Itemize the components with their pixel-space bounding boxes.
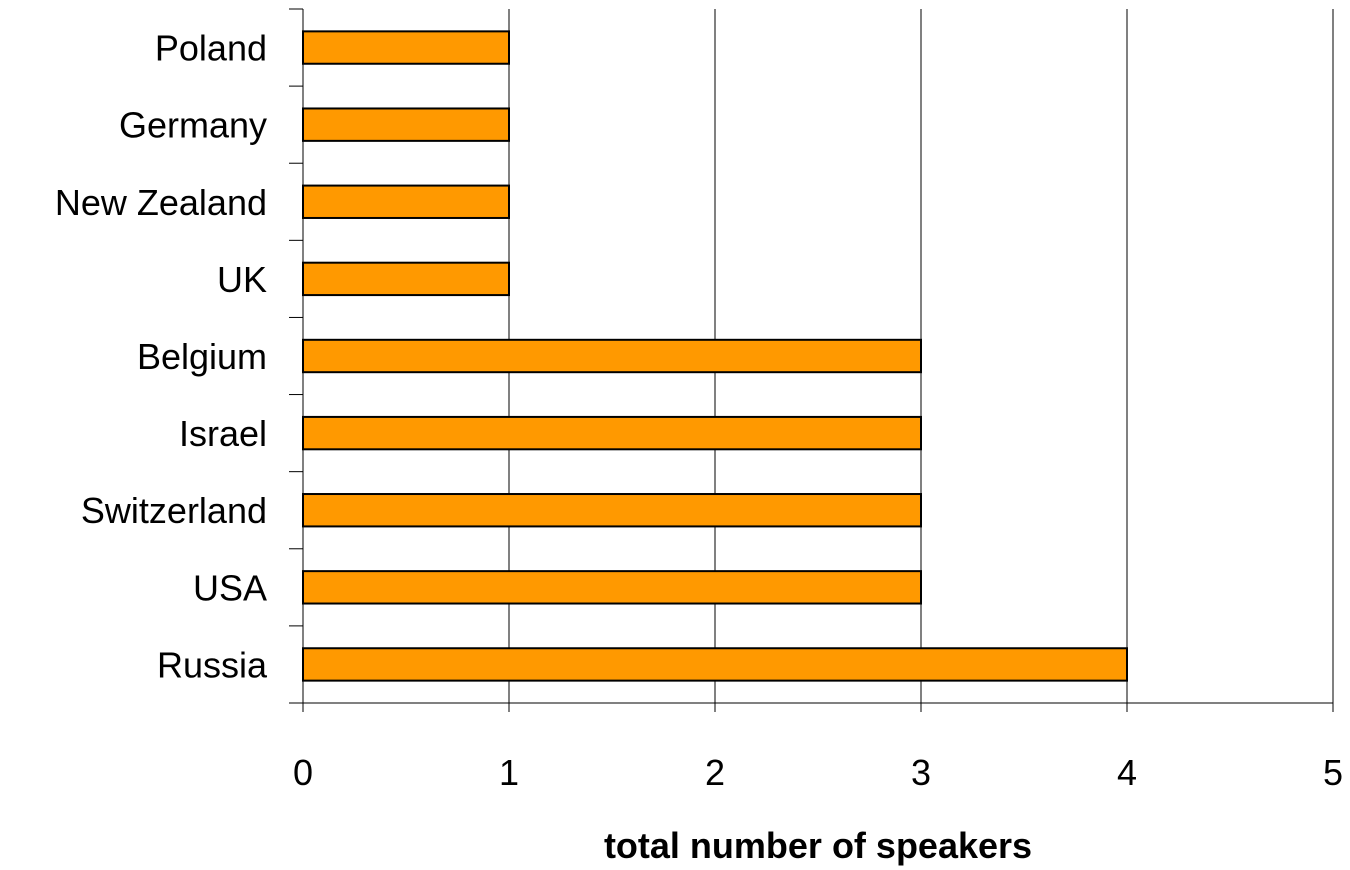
bar-new-zealand: [302, 184, 510, 219]
x-tick-label: 1: [499, 752, 519, 793]
category-label: Germany: [119, 105, 267, 146]
x-tick-label: 4: [1117, 752, 1137, 793]
category-label: UK: [217, 259, 267, 300]
x-tick-label: 0: [293, 752, 313, 793]
category-labels: Poland Germany New Zealand UK Belgium Israel S…: [55, 28, 268, 686]
category-label: Israel: [179, 413, 267, 454]
bar-uk: [302, 261, 510, 297]
axes: [289, 8, 1334, 712]
category-label: Switzerland: [81, 490, 267, 531]
x-tick-label: 2: [705, 752, 725, 793]
bar-germany: [302, 107, 510, 142]
category-label: New Zealand: [55, 182, 267, 223]
bar-switzerland: [302, 493, 922, 528]
category-label: USA: [193, 567, 267, 608]
bar-usa: [302, 570, 922, 605]
bar-belgium: [302, 338, 922, 374]
category-label: Belgium: [137, 336, 267, 377]
x-tick-label: 3: [911, 752, 931, 793]
x-tick-labels: 0 1 2 3 4 5: [293, 752, 1343, 793]
bar-russia: [302, 647, 1128, 682]
bar-israel: [302, 415, 922, 451]
category-label: Russia: [157, 644, 268, 685]
bar-poland: [302, 30, 510, 65]
bars: [302, 30, 1128, 682]
category-label: Poland: [155, 28, 267, 69]
x-tick-label: 5: [1323, 752, 1343, 793]
x-axis-title: total number of speakers: [604, 825, 1032, 866]
